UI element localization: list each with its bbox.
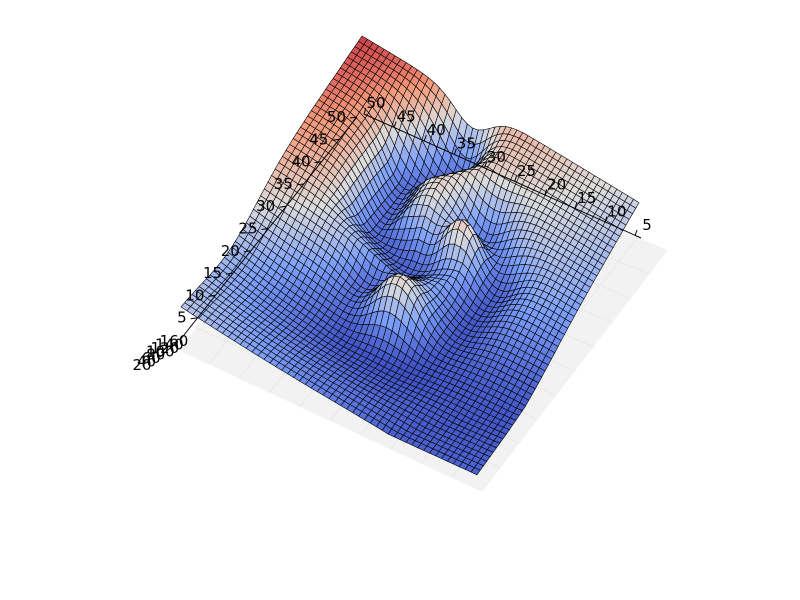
z-tick-label: 100 [146,342,175,360]
y-tick-mark [226,272,234,275]
z-tick-label: 20 [132,356,151,374]
y-tick-label: 10 [185,286,204,304]
tick-labels: 50 45 40 35 30 25 20 15 10 5 50 45 40 35 30 25 20 15 10 5 20… [132,94,651,374]
z-tick-label: 120 [151,339,180,357]
x-tick-label: 20 [547,175,566,193]
y-tick-label: 5 [177,309,187,327]
y-tick-mark [190,317,198,320]
x-tick-mark [604,216,608,223]
x-tick-label: 30 [487,148,506,166]
z-tick-label: 40 [137,353,156,371]
x-tick-label: 5 [642,216,652,234]
y-tick-label: 35 [274,175,293,193]
y-tick-mark [314,161,322,164]
surface [180,35,640,476]
x-tick-mark [634,229,638,237]
y-tick-label: 40 [292,153,311,171]
axes [159,107,642,358]
x-tick-mark [574,202,578,210]
x-tick-mark [393,121,397,128]
z-axis-line [159,340,179,358]
y-tick-label: 50 [327,108,346,126]
y-tick-mark [296,183,304,186]
x-tick-mark [453,148,457,155]
y-tick-label: 20 [221,242,240,260]
z-tick-label: 160 [160,332,189,350]
y-tick-label: 15 [203,264,222,282]
x-tick-mark [423,134,427,142]
x-tick-label: 50 [366,94,385,112]
x-tick-label: 10 [607,202,626,220]
y-tick-mark [279,205,287,208]
x-tick-label: 45 [397,108,416,126]
x-axis-line [363,113,642,239]
surface-cell [470,467,481,476]
x-tick-mark [514,175,518,182]
x-tick-label: 15 [577,189,596,207]
y-tick-label: 25 [238,220,257,238]
z-tick-label: 60 [142,349,161,367]
x-tick-mark [483,162,487,169]
y-tick-mark [243,250,251,253]
y-tick-mark [208,294,216,297]
x-tick-mark [363,107,367,115]
x-tick-label: 40 [427,121,446,139]
z-tick-label: 140 [155,335,184,353]
x-tick-mark [544,189,548,196]
y-tick-mark [349,116,358,119]
y-tick-mark [261,228,269,230]
y-tick-label: 45 [309,130,328,148]
x-tick-label: 25 [517,162,536,180]
z-tick-label: 80 [146,346,165,364]
y-tick-mark [332,138,340,141]
x-tick-label: 35 [457,135,476,153]
y-tick-label: 30 [256,197,275,215]
